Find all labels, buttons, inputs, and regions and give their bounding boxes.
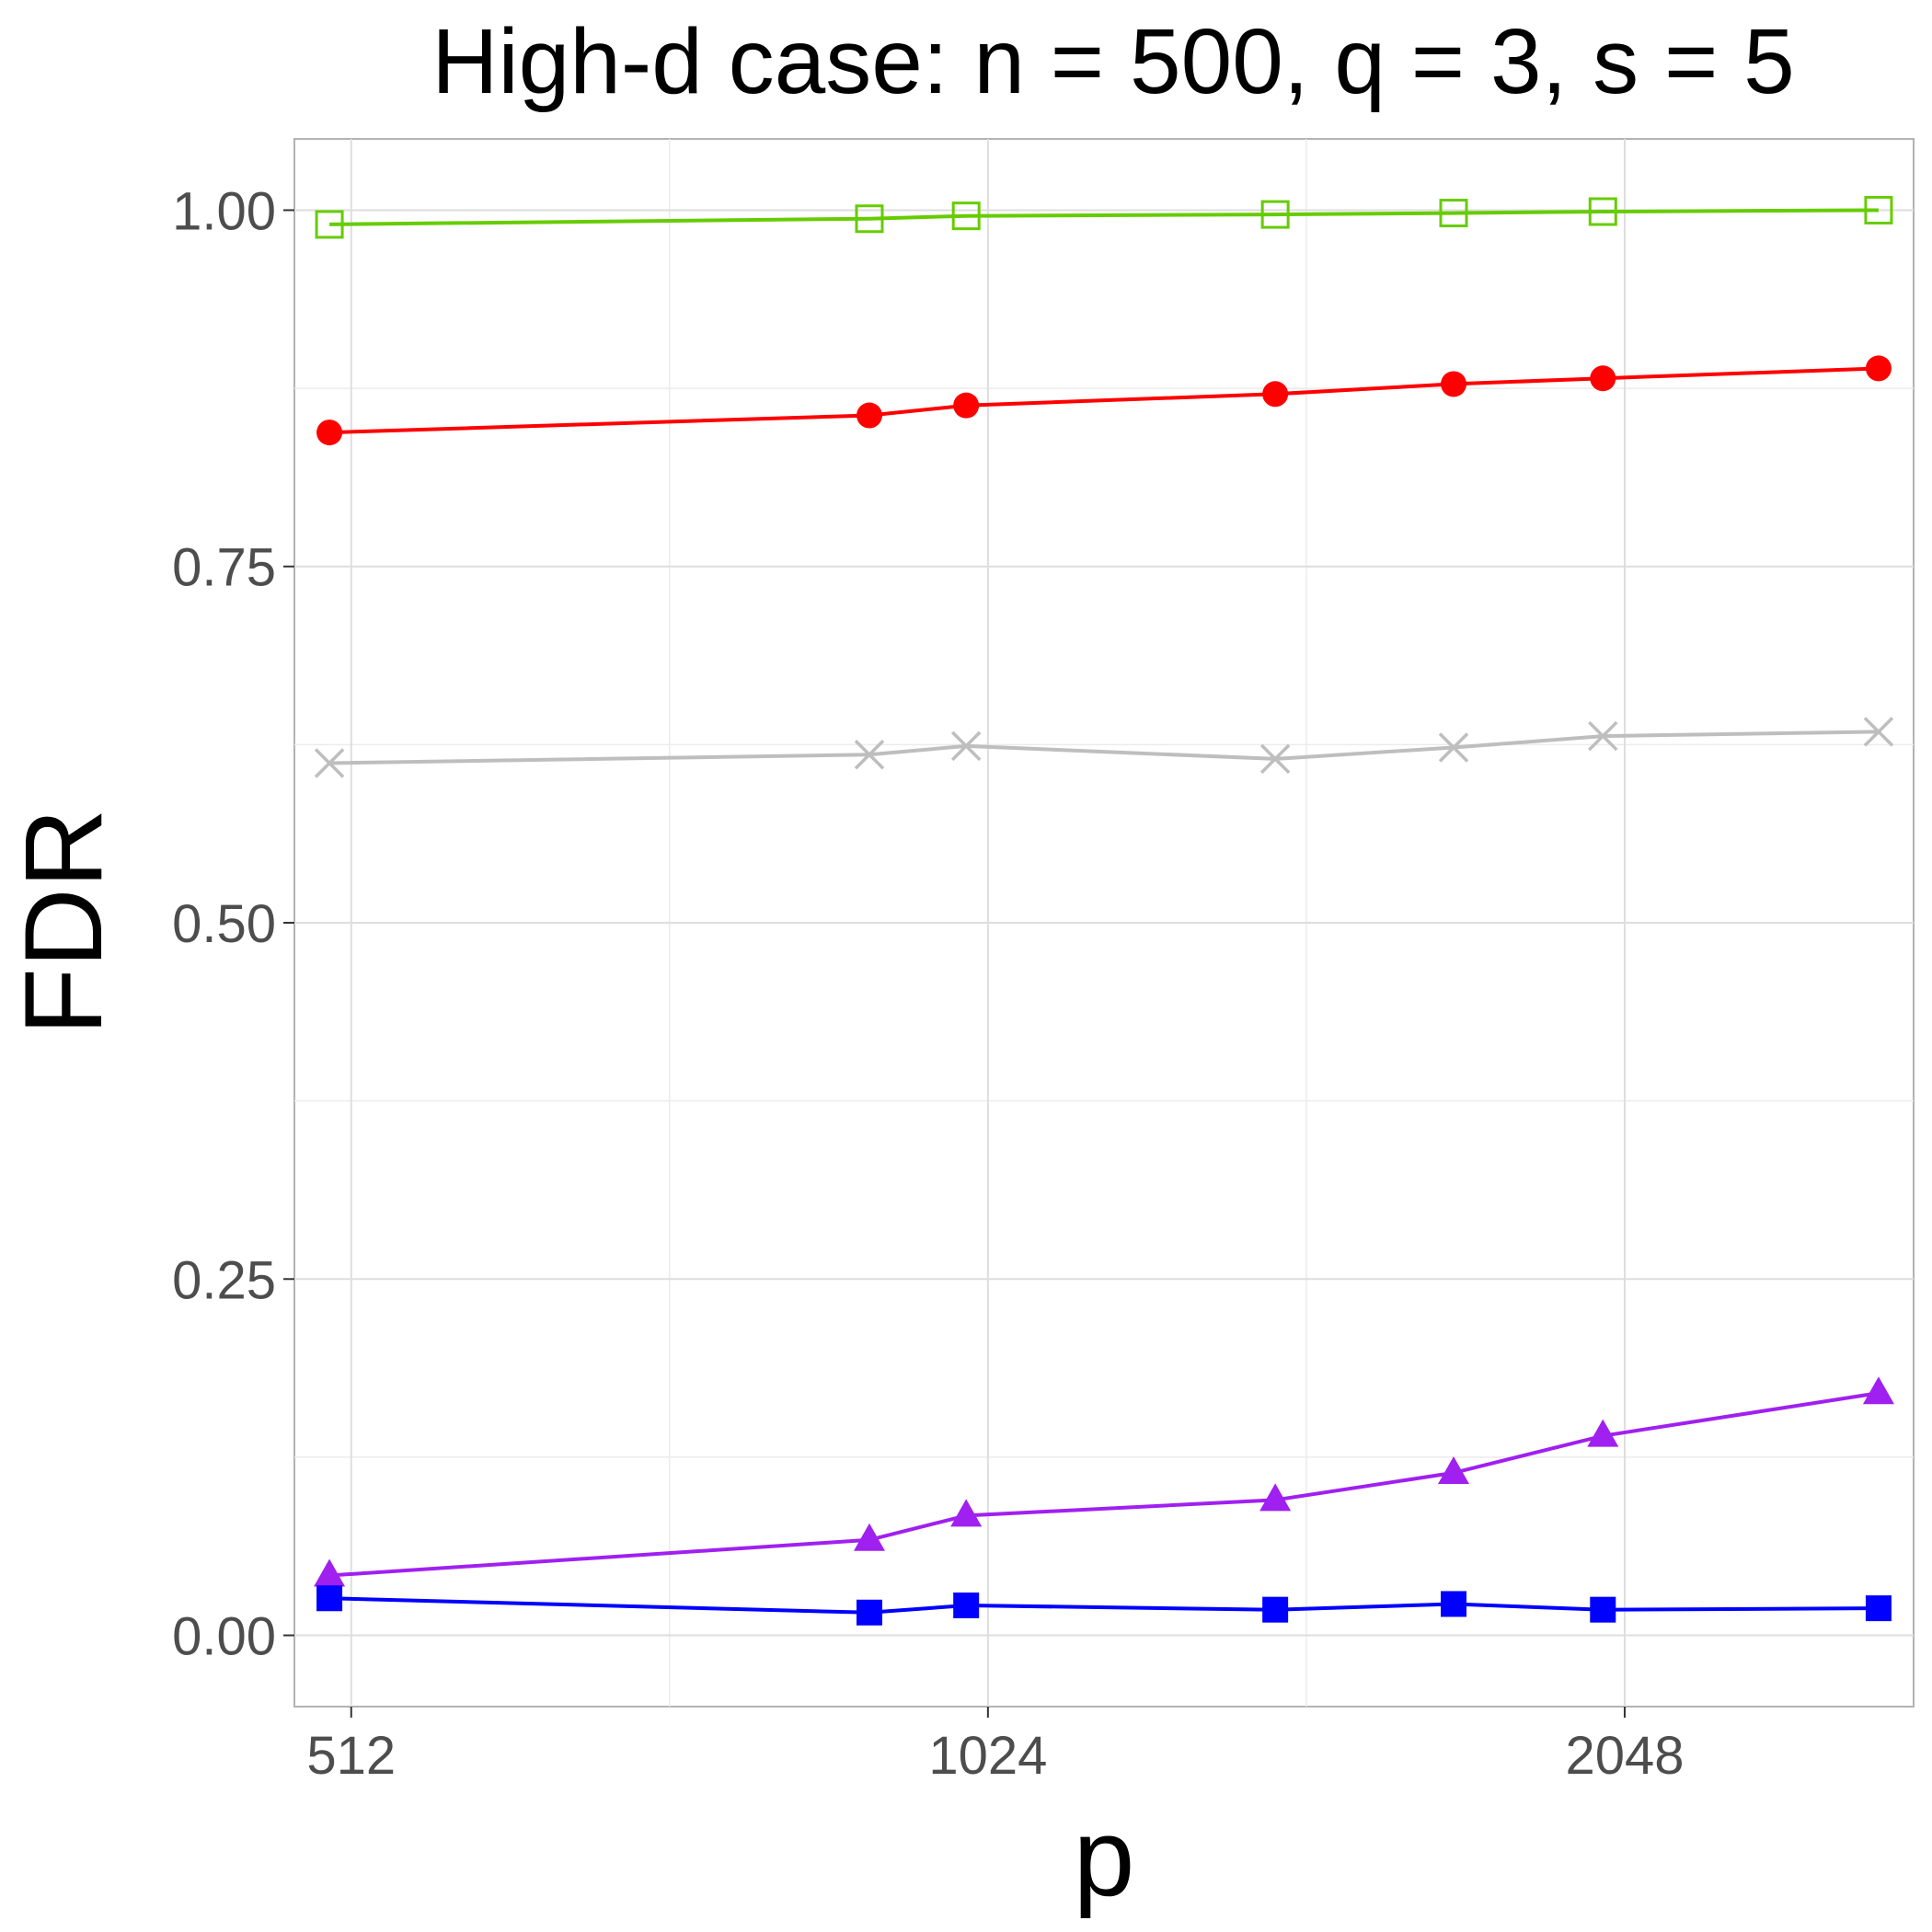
data-point-green-open-square bbox=[1864, 195, 1893, 224]
data-point-grey-x bbox=[1259, 743, 1291, 775]
data-point-grey-x bbox=[1588, 720, 1618, 752]
data-point-green-open-square bbox=[855, 204, 884, 234]
data-point-red-circle bbox=[1865, 355, 1892, 382]
data-point-blue-square bbox=[856, 1599, 882, 1626]
data-point-green-open-square bbox=[1588, 197, 1617, 226]
data-point-green-open-square bbox=[315, 210, 344, 239]
y-tick-label: 0.50 bbox=[172, 894, 276, 954]
data-point-red-circle bbox=[953, 392, 980, 419]
y-tick-label: 0.25 bbox=[172, 1250, 276, 1310]
data-point-grey-x bbox=[1863, 717, 1894, 747]
series-markers bbox=[314, 195, 1894, 1626]
data-point-purple-triangle bbox=[1438, 1455, 1470, 1484]
data-point-purple-triangle bbox=[853, 1523, 885, 1551]
x-tick-label: 1024 bbox=[928, 1726, 1047, 1786]
y-tick-label: 0.00 bbox=[172, 1607, 276, 1667]
axis-ticks: 0.00 0.25 0.50 0.75 1.00 512 1024 2048 bbox=[172, 181, 1684, 1786]
data-point-red-circle bbox=[1441, 371, 1467, 397]
chart-title: High-d case: n = 500, q = 3, s = 5 bbox=[431, 10, 1795, 113]
data-point-blue-square bbox=[1441, 1591, 1467, 1617]
y-tick-label: 1.00 bbox=[172, 181, 276, 241]
data-point-blue-square bbox=[1590, 1596, 1616, 1623]
x-tick-label: 512 bbox=[306, 1726, 396, 1786]
data-point-purple-triangle bbox=[1259, 1483, 1292, 1512]
data-point-red-circle bbox=[1590, 365, 1616, 392]
y-axis-label: FDR bbox=[2, 808, 125, 1036]
x-axis-label: p bbox=[1073, 1796, 1135, 1919]
data-point-blue-square bbox=[316, 1585, 343, 1612]
data-point-green-open-square bbox=[1260, 200, 1290, 229]
data-point-grey-x bbox=[854, 739, 885, 770]
data-point-purple-triangle bbox=[314, 1558, 346, 1587]
data-point-purple-triangle bbox=[1587, 1419, 1619, 1447]
data-point-blue-square bbox=[953, 1593, 980, 1619]
data-point-red-circle bbox=[1262, 381, 1289, 408]
data-point-grey-x bbox=[314, 748, 345, 778]
data-point-grey-x bbox=[1438, 732, 1469, 763]
series-line-green-open-square bbox=[329, 208, 1879, 226]
data-point-red-circle bbox=[316, 420, 343, 446]
data-point-blue-square bbox=[1865, 1595, 1892, 1622]
data-point-grey-x bbox=[950, 730, 982, 762]
data-point-green-open-square bbox=[1439, 199, 1468, 228]
data-point-red-circle bbox=[856, 402, 882, 429]
data-point-green-open-square bbox=[951, 201, 981, 231]
data-point-purple-triangle bbox=[950, 1499, 983, 1527]
y-tick-label: 0.75 bbox=[172, 538, 276, 598]
data-point-blue-square bbox=[1262, 1596, 1289, 1623]
data-point-purple-triangle bbox=[1862, 1376, 1894, 1405]
x-tick-label: 2048 bbox=[1565, 1726, 1684, 1786]
